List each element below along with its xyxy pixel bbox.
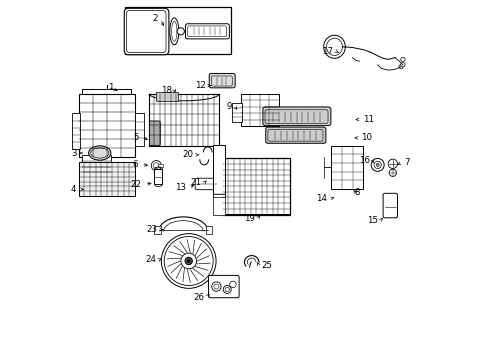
Circle shape (387, 159, 397, 168)
Text: 17: 17 (321, 46, 332, 55)
Text: 1: 1 (108, 83, 113, 91)
Bar (213, 145, 224, 197)
Text: 21: 21 (190, 178, 201, 187)
Bar (79, 162, 134, 196)
Circle shape (164, 237, 213, 285)
Circle shape (388, 169, 396, 176)
Circle shape (400, 57, 404, 62)
Text: 9: 9 (226, 102, 231, 111)
FancyBboxPatch shape (126, 10, 166, 53)
Text: 7: 7 (404, 158, 409, 167)
Circle shape (375, 163, 378, 166)
Text: 13: 13 (175, 183, 186, 192)
Circle shape (224, 287, 229, 292)
Circle shape (229, 281, 236, 288)
Text: 19: 19 (243, 214, 254, 223)
FancyBboxPatch shape (208, 275, 239, 298)
Circle shape (213, 284, 219, 289)
Bar (72, 113, 80, 149)
Circle shape (161, 234, 216, 288)
Circle shape (187, 260, 190, 262)
Circle shape (153, 163, 159, 168)
Circle shape (223, 285, 231, 293)
Circle shape (370, 158, 384, 171)
Text: 25: 25 (261, 261, 272, 270)
Circle shape (184, 257, 192, 265)
FancyBboxPatch shape (211, 76, 232, 86)
Bar (134, 113, 143, 146)
FancyBboxPatch shape (267, 130, 322, 141)
Bar (223, 158, 289, 214)
FancyBboxPatch shape (187, 26, 226, 37)
Text: 18: 18 (161, 86, 171, 95)
Bar (156, 92, 178, 101)
Bar (154, 226, 161, 234)
Text: 2: 2 (152, 14, 157, 23)
Bar (330, 146, 363, 189)
FancyBboxPatch shape (265, 127, 325, 143)
FancyBboxPatch shape (149, 121, 160, 145)
Text: 20: 20 (182, 150, 193, 159)
Ellipse shape (171, 22, 177, 41)
Circle shape (400, 63, 404, 67)
Bar (149, 94, 219, 146)
Bar (231, 103, 242, 122)
Bar (154, 169, 162, 184)
Bar (79, 94, 134, 157)
Text: 24: 24 (144, 256, 156, 264)
Circle shape (211, 282, 221, 291)
Text: 26: 26 (193, 292, 204, 302)
Text: 6: 6 (133, 160, 138, 169)
Bar (158, 164, 163, 167)
FancyBboxPatch shape (382, 193, 397, 218)
Text: 15: 15 (366, 216, 377, 225)
Text: 8: 8 (354, 188, 359, 197)
Bar (125, 7, 231, 54)
Ellipse shape (169, 18, 179, 45)
Text: 14: 14 (316, 194, 326, 203)
Text: 16: 16 (358, 156, 369, 165)
FancyBboxPatch shape (264, 110, 327, 123)
Text: 11: 11 (362, 115, 373, 124)
Ellipse shape (91, 148, 108, 158)
Circle shape (398, 64, 403, 69)
Circle shape (181, 253, 196, 269)
Ellipse shape (88, 146, 111, 160)
FancyBboxPatch shape (263, 107, 330, 126)
Text: 10: 10 (361, 133, 372, 142)
Text: 23: 23 (146, 225, 157, 234)
Text: 22: 22 (130, 180, 141, 189)
Text: 5: 5 (134, 133, 139, 142)
FancyBboxPatch shape (124, 8, 168, 55)
Circle shape (373, 161, 381, 168)
Text: 4: 4 (71, 185, 76, 194)
Text: 12: 12 (195, 81, 206, 90)
Bar (241, 94, 278, 126)
Circle shape (151, 161, 161, 171)
Bar (205, 226, 212, 234)
Bar (82, 155, 111, 178)
FancyBboxPatch shape (209, 73, 235, 88)
Text: 3: 3 (71, 149, 77, 158)
Circle shape (177, 28, 184, 35)
FancyBboxPatch shape (195, 178, 218, 190)
Bar (213, 194, 224, 215)
FancyBboxPatch shape (185, 24, 229, 39)
Bar (222, 158, 289, 215)
